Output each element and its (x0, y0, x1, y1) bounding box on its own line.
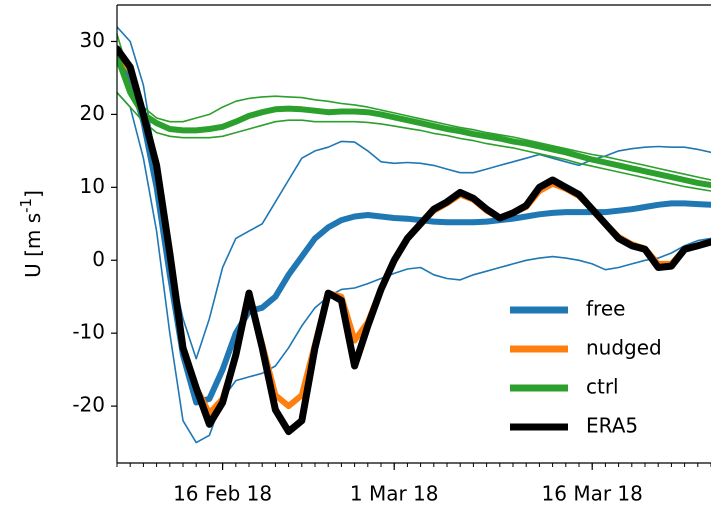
y-tick-label: 30 (80, 28, 105, 52)
series-line (117, 45, 711, 436)
y-tick-label: 10 (80, 174, 105, 198)
y-axis-label: U [m s-1] (17, 190, 45, 278)
legend-label: ctrl (586, 375, 619, 399)
spread-line (117, 26, 711, 360)
x-tick-label: 1 Mar 18 (350, 482, 439, 506)
spread-line (117, 33, 711, 181)
y-tick-label: 20 (80, 101, 105, 125)
legend-label: ERA5 (586, 414, 638, 438)
plot-area (117, 26, 711, 444)
x-tick-label: 16 Mar 18 (542, 482, 643, 506)
legend-label: free (586, 297, 625, 321)
spread-line (117, 91, 711, 192)
legend: free nudged ctrl ERA5 (510, 297, 662, 438)
series-line (117, 53, 711, 406)
y-tick-label: 0 (92, 247, 105, 271)
y-label-text: U [m s (21, 213, 45, 278)
y-tick-label: -20 (72, 393, 105, 417)
y-label-superscript: -1 (17, 198, 35, 213)
spread-line (117, 91, 711, 444)
y-tick-label: -10 (72, 320, 105, 344)
x-tick-label: 16 Feb 18 (173, 482, 272, 506)
y-label-text: ] (21, 190, 45, 198)
legend-label: nudged (586, 336, 662, 360)
series-line (117, 53, 711, 189)
